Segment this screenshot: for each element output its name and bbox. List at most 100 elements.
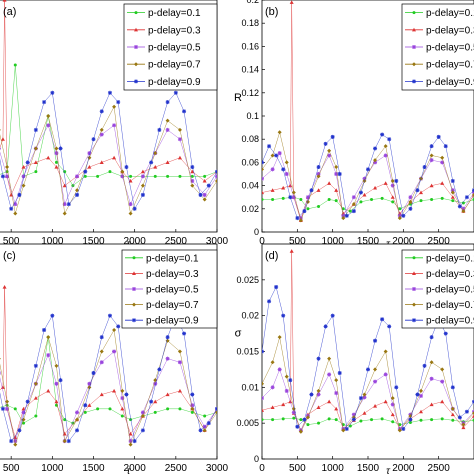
data-point [394,178,399,183]
data-point [33,146,38,151]
data-point [398,207,402,211]
data-point [334,418,338,422]
data-point [330,313,335,318]
data-point [341,213,346,218]
data-point [75,428,80,433]
data-point [166,407,170,411]
data-point [99,360,104,365]
data-point [178,407,182,411]
data-point [206,183,211,188]
data-point [165,127,170,132]
data-point [277,335,282,340]
data-point [215,178,217,183]
y-tick-label: 0.06 [241,157,259,167]
data-point [190,165,195,170]
data-point [0,406,5,411]
data-point [292,416,296,420]
data-point [387,137,392,142]
data-point [281,167,286,172]
data-point [128,211,133,216]
data-point [190,183,195,188]
series-line-3 [0,351,217,443]
data-point [178,174,182,178]
data-point [112,388,117,393]
data-point [5,165,10,170]
x-tick-label: 1500 [357,463,380,474]
data-point [387,324,392,329]
data-point [430,418,434,422]
series-line-4 [262,337,474,433]
data-point [34,414,38,418]
data-point [450,412,455,417]
data-point [128,202,133,207]
data-point [422,165,427,170]
data-point [337,371,342,375]
data-point [107,313,112,318]
data-point [408,414,413,418]
data-point [25,399,30,404]
data-point [262,190,264,195]
data-point [330,134,335,139]
data-point [408,199,413,204]
data-point [120,406,125,411]
data-point [440,379,445,384]
legend-label: p-delay=0.7 [148,60,201,71]
data-point [341,207,345,211]
y-tick-label: 0.02 [241,311,259,321]
data-point [464,195,469,200]
data-point [120,414,124,418]
data-point [112,328,117,332]
x-tick-label: 1000 [322,463,345,474]
data-point [83,169,88,174]
x-tick-label: 1000 [41,463,64,474]
data-point [33,381,38,386]
data-point [323,324,328,329]
data-point [21,165,26,169]
data-point [54,363,59,368]
legend-marker [412,45,416,49]
x-tick-label: 3000 [206,463,229,474]
data-point [419,388,423,393]
data-point [373,160,378,165]
data-point [132,439,137,444]
data-point [443,144,448,149]
data-point [262,176,264,181]
data-point [295,216,300,221]
legend-label: p-delay=0.5 [426,285,474,296]
data-point [33,363,38,368]
data-point [271,418,275,422]
data-point [13,439,18,444]
legend-marker [412,256,416,260]
data-point [461,206,466,211]
data-point [351,417,356,422]
data-point [215,169,217,174]
y-tick-label: 0.16 [241,41,259,51]
x-tick-label: 1500 [82,463,105,474]
data-point [140,428,145,433]
data-point [359,419,363,423]
data-point [316,405,321,409]
data-point [157,367,162,372]
data-point [316,165,321,170]
data-point [440,196,444,200]
data-point [83,410,87,414]
y-tick-label: 0.04 [241,181,259,191]
data-point [203,174,207,178]
data-point [87,385,92,390]
data-point [165,160,170,164]
data-point [327,181,332,185]
data-point [99,127,104,132]
data-point [140,169,145,174]
legend-marker [134,11,138,15]
data-point [177,360,182,365]
data-point [99,160,104,164]
data-point [327,372,332,377]
data-point [390,178,395,183]
y-tick-label: 0.12 [241,88,259,98]
data-point [317,421,321,425]
data-point [284,374,289,379]
data-point [362,395,367,400]
data-point [334,406,339,411]
data-point [9,439,14,444]
